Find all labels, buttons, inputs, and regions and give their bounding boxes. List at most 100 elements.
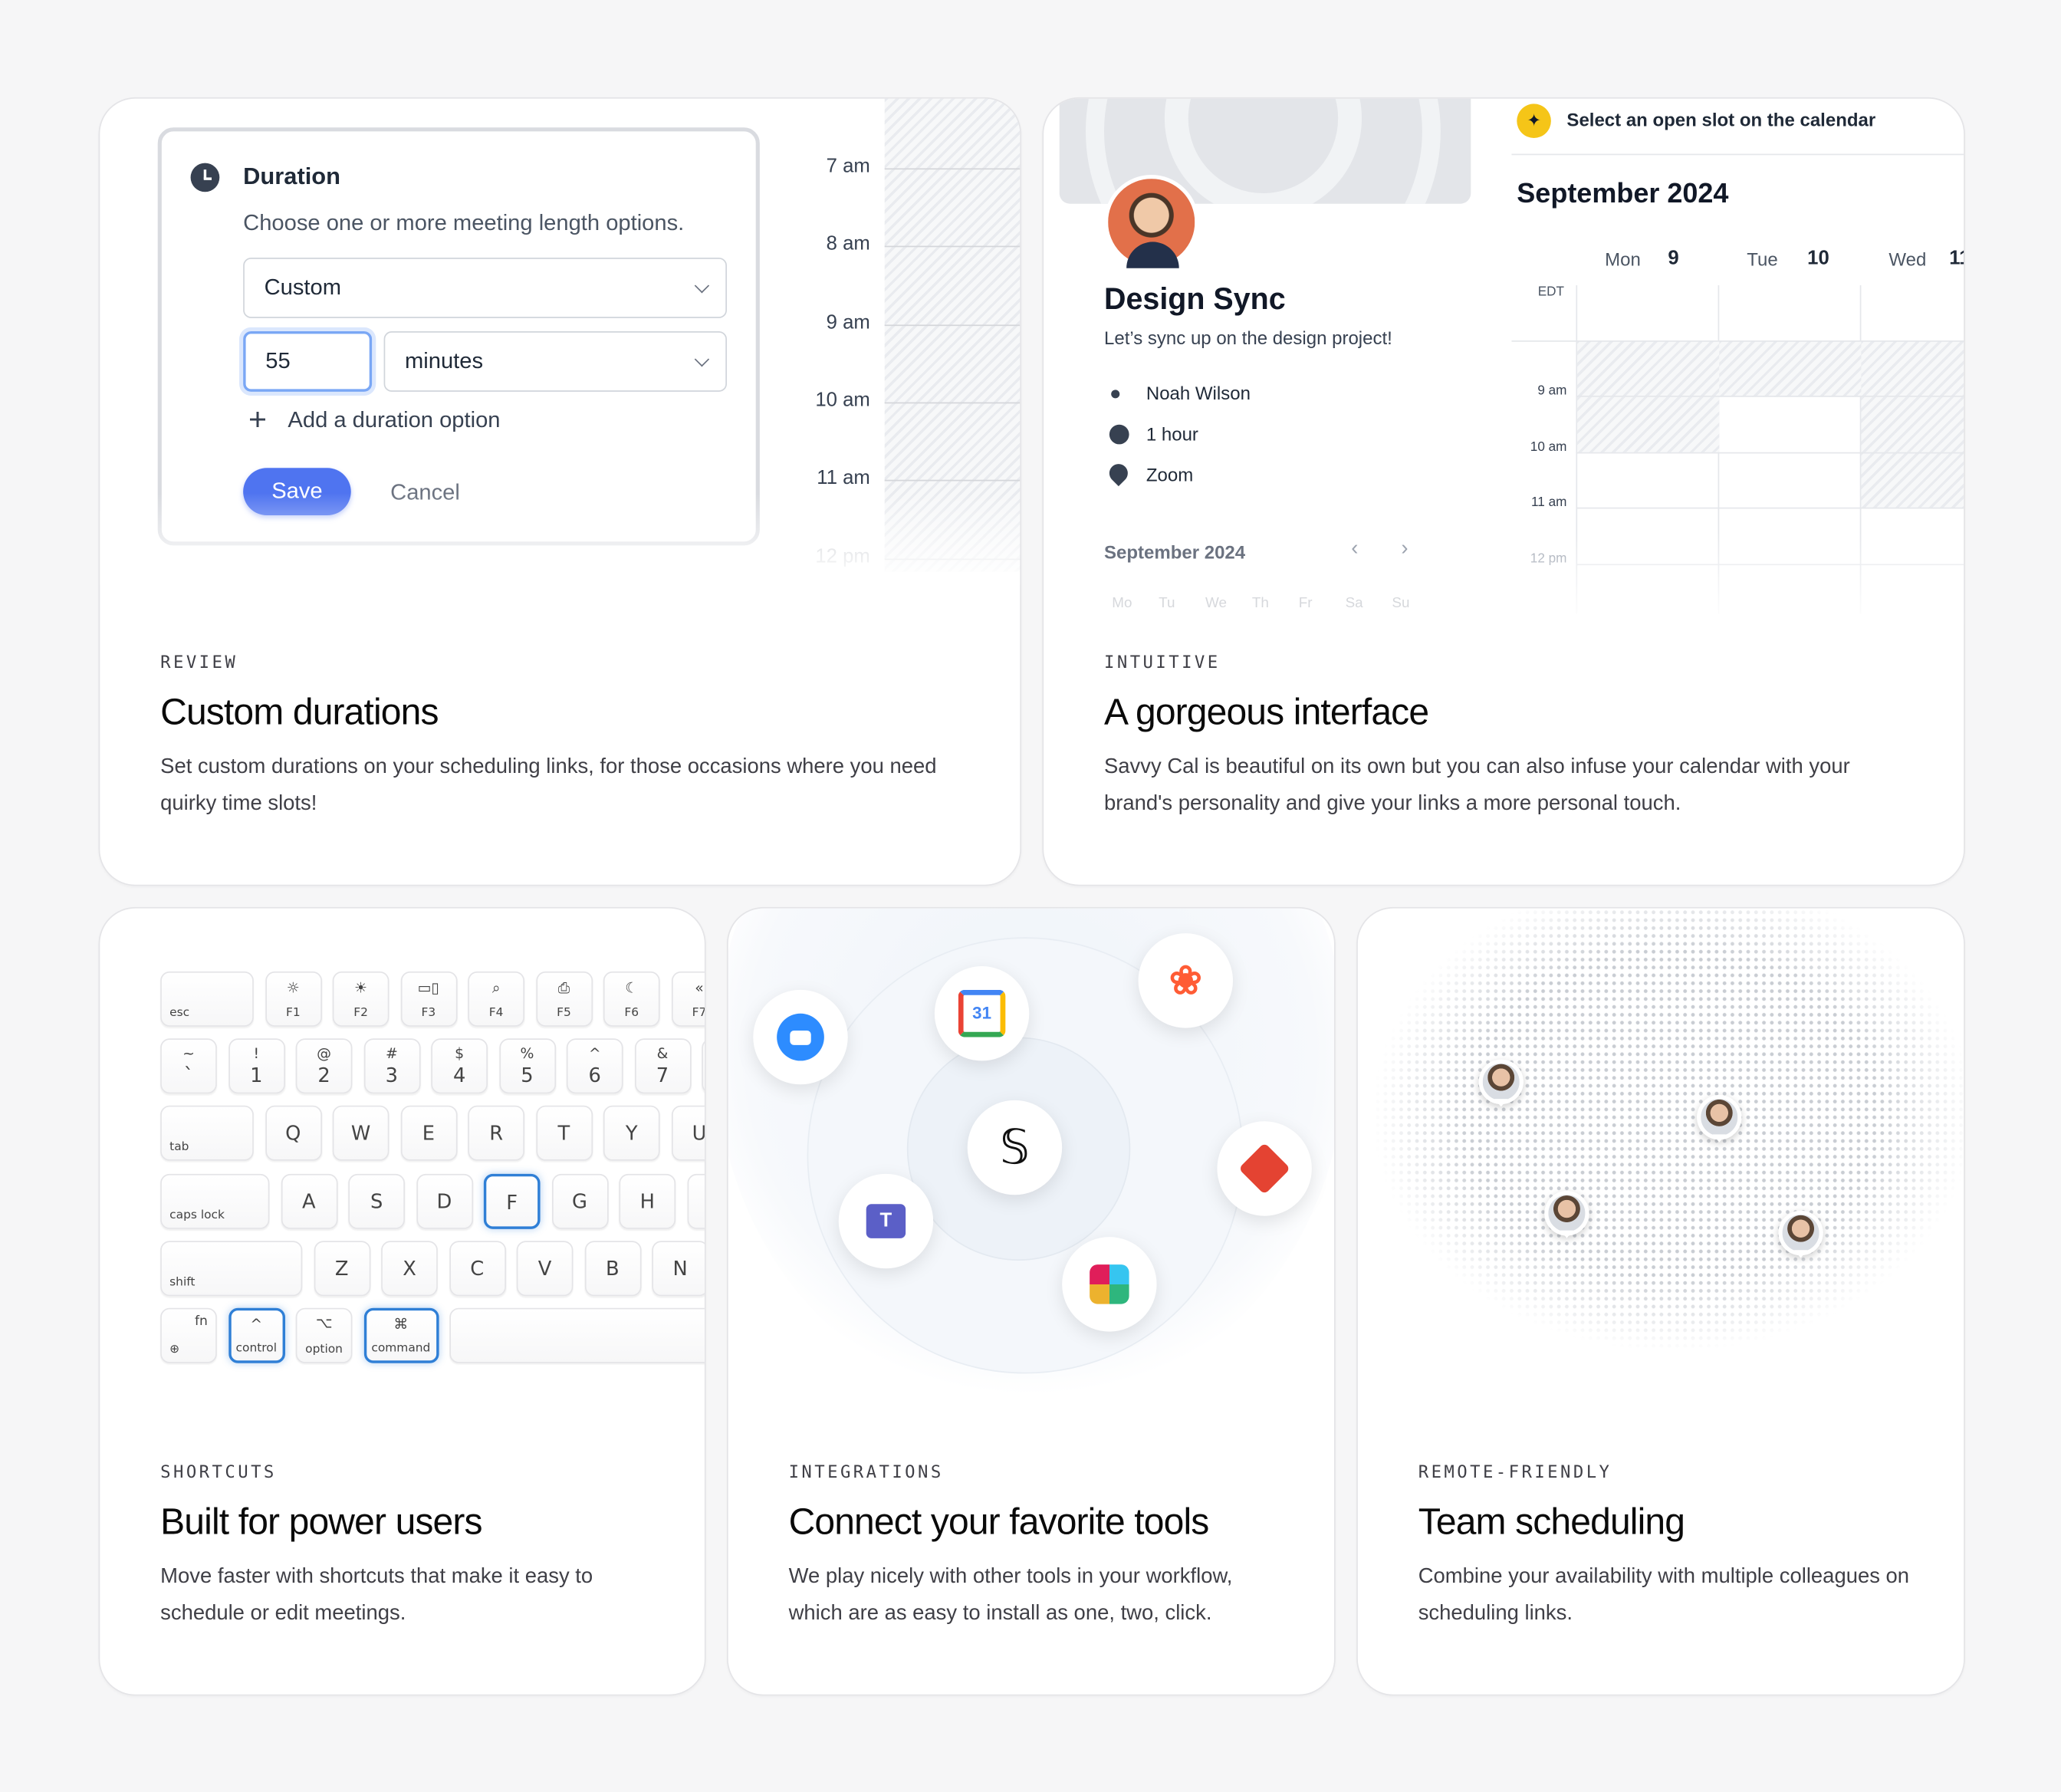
zoom-icon[interactable] [753,989,848,1085]
time-label: 11 am [817,466,870,490]
key-u[interactable]: U [671,1105,705,1161]
fade-overlay [100,492,1021,585]
calendar-banner: Select an open slot on the calendar [1566,109,1876,130]
card-description: Set custom durations on your scheduling … [160,755,937,815]
add-duration-option-button[interactable]: Add a duration option [288,407,501,433]
key-7[interactable]: & 7 [634,1038,691,1094]
card-custom-durations: Duration Choose one or more meeting leng… [98,97,1022,886]
card-eyebrow: REMOTE-FRIENDLY [1418,1463,1612,1483]
key-g[interactable]: G [551,1173,608,1229]
key-tab[interactable]: tab [160,1105,254,1161]
key-f7[interactable]: « F7 [671,971,705,1027]
key-symbol: ^ [250,1316,263,1333]
key-caption: F3 [421,1007,436,1021]
key-shift[interactable]: shift [160,1241,303,1297]
key-w[interactable]: W [332,1105,390,1161]
key-c[interactable]: C [449,1241,506,1297]
key-[interactable]: ~ ` [160,1038,217,1094]
card-eyebrow: INTEGRATIONS [788,1463,944,1483]
key-z[interactable]: Z [313,1241,370,1297]
weekday-label: Sa [1345,595,1363,612]
team-member-avatar [1778,1210,1823,1258]
microsoft-teams-icon[interactable]: T [838,1173,934,1269]
key-2[interactable]: @2 [295,1038,353,1094]
key-f6[interactable]: ☾ F6 [603,971,660,1027]
key-option[interactable]: ⌥ option [295,1307,353,1363]
hubspot-icon[interactable]: ❀ [1138,933,1234,1028]
hour-line [884,168,1021,170]
key-caption: ⊕ [169,1343,180,1357]
unavailable-slot [1719,340,1862,396]
hour-line [884,246,1021,248]
key-caps-lock[interactable]: caps lock [160,1173,270,1229]
key-symbol: ^ [588,1044,601,1063]
duration-amount-input[interactable]: 55 [243,331,373,392]
key-f5[interactable]: ⎙ F5 [535,971,593,1027]
key-function-icon: ⎙ [557,979,570,997]
key-h[interactable]: H [619,1173,676,1229]
key-d[interactable]: D [416,1173,473,1229]
key-label: 1 [250,1063,263,1087]
key-v[interactable]: V [516,1241,574,1297]
key-a[interactable]: A [281,1173,337,1229]
google-calendar-icon[interactable]: 31 [934,966,1030,1061]
team-member-avatar [1697,1095,1742,1143]
key-q[interactable]: Q [265,1105,322,1161]
key-b[interactable]: B [584,1241,641,1297]
key-esc[interactable]: esc [160,971,254,1027]
key-f1[interactable]: ☼ F1 [265,971,322,1027]
key-1[interactable]: ! 1 [228,1038,285,1094]
unavailable-slot [1577,396,1720,452]
key-caption: shift [169,1276,196,1290]
key-f4[interactable]: ⌕ F4 [468,971,525,1027]
savvycal-icon[interactable]: 𝕊 [967,1100,1063,1195]
unavailable-slot [1861,452,1964,508]
key-e[interactable]: E [400,1105,457,1161]
key-6[interactable]: ^ 6 [566,1038,623,1094]
duration-type-select[interactable]: Custom [243,258,728,318]
key-symbol: # [385,1044,398,1063]
key-5[interactable]: % 5 [498,1038,556,1094]
team-member-avatar [1478,1059,1524,1107]
key-[interactable]: ⊕ fn [160,1307,217,1363]
todoist-icon[interactable] [1217,1121,1312,1216]
key-n[interactable]: N [652,1241,705,1297]
key-3[interactable]: #3 [363,1038,420,1094]
key-y[interactable]: Y [603,1105,660,1161]
key-caption: F2 [353,1007,368,1021]
previous-month-button[interactable]: ‹ [1351,538,1359,561]
day-name: Wed [1888,248,1927,270]
card-eyebrow: INTUITIVE [1104,653,1221,673]
key-s[interactable]: S [348,1173,406,1229]
key-symbol: % [520,1044,534,1063]
key-caption: control [235,1342,278,1356]
next-month-button[interactable]: › [1401,538,1409,561]
weekday-label: Mo [1112,595,1132,612]
key-t[interactable]: T [535,1105,593,1161]
key-r[interactable]: R [468,1105,525,1161]
day-number: 9 [1668,247,1679,270]
card-description: Savvy Cal is beautiful on its own but yo… [1104,755,1850,815]
key-f3[interactable]: ▭▯ F3 [400,971,457,1027]
key-space[interactable] [449,1307,705,1363]
duration-unit-select[interactable]: minutes [383,331,728,392]
key-caption: fn [194,1314,208,1330]
duration-widget: Duration Choose one or more meeting leng… [157,127,760,546]
key-f[interactable]: F [483,1173,541,1229]
time-label: 7 am [826,155,870,178]
key-label: 6 [588,1063,601,1087]
key-8[interactable]: *8 [702,1038,705,1094]
key-label: 4 [452,1063,466,1087]
slack-icon[interactable] [1062,1237,1157,1332]
card-description: Combine your availability with multiple … [1418,1565,1910,1625]
key-command[interactable]: ⌘ command [363,1307,439,1363]
key-4[interactable]: $4 [431,1038,488,1094]
card-description: We play nicely with other tools in your … [788,1565,1233,1625]
day-name: Tue [1747,248,1778,270]
key-x[interactable]: X [381,1241,438,1297]
key-f2[interactable]: ☀ F2 [332,971,390,1027]
key-j[interactable]: J [686,1173,705,1229]
card-title: Connect your favorite tools [788,1501,1210,1542]
card-title: Team scheduling [1418,1501,1685,1542]
key-control[interactable]: ^ control [228,1307,285,1363]
